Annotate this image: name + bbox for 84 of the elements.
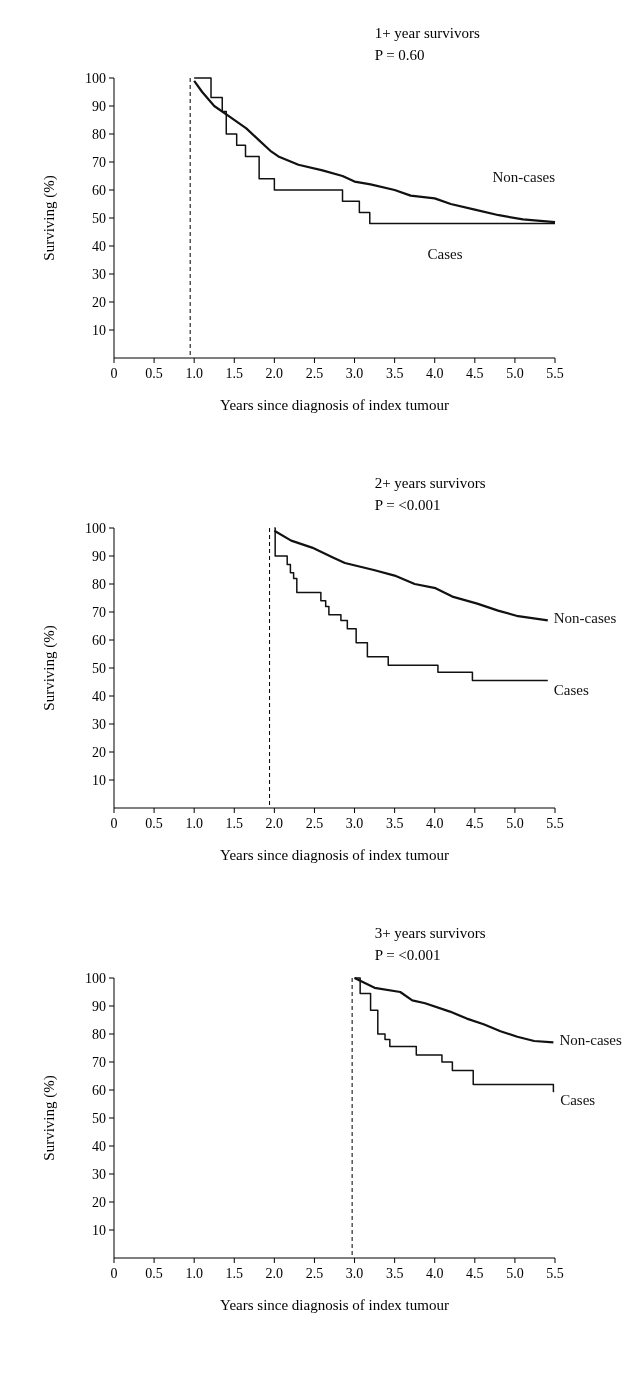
y-tick-label: 50	[92, 660, 106, 676]
y-tick-label: 100	[85, 70, 106, 86]
x-tick-label: 5.0	[506, 366, 524, 381]
y-tick-label: 100	[85, 970, 106, 986]
series-label: Non-cases	[559, 1032, 623, 1049]
y-tick-label: 10	[92, 772, 106, 788]
x-tick-label: 4.5	[466, 1266, 484, 1281]
x-axis-title: Years since diagnosis of index tumour	[220, 1297, 449, 1313]
x-tick-label: 3.0	[345, 816, 364, 831]
x-tick-label: 4.0	[425, 1266, 444, 1281]
y-axis-title: Surviving (%)	[41, 1075, 58, 1161]
y-tick-label: 60	[92, 182, 106, 198]
x-tick-label: 3.0	[345, 366, 364, 381]
y-tick-label: 20	[92, 294, 106, 310]
x-tick-label: 1.5	[225, 816, 244, 831]
x-tick-label: 4.5	[466, 366, 484, 381]
y-tick-label: 20	[92, 1194, 106, 1210]
series-label: Non-cases	[492, 169, 556, 186]
x-tick-label: 5.5	[546, 366, 564, 381]
x-tick-label: 1.5	[225, 1266, 244, 1281]
x-tick-label: 3.5	[385, 366, 404, 381]
y-tick-label: 50	[92, 210, 106, 226]
y-tick-label: 40	[92, 688, 106, 704]
y-tick-label: 100	[85, 520, 106, 536]
chart-title: 1+ year survivors	[374, 25, 480, 41]
x-axis-title: Years since diagnosis of index tumour	[220, 847, 449, 863]
chart-title: 2+ years survivors	[374, 475, 486, 491]
y-tick-label: 80	[92, 576, 106, 592]
x-tick-label: 0	[110, 816, 118, 831]
x-tick-label: 0	[110, 366, 118, 381]
y-tick-label: 50	[92, 1110, 106, 1126]
x-tick-label: 2.5	[305, 1266, 324, 1281]
x-tick-label: 3.5	[385, 1266, 404, 1281]
y-tick-label: 80	[92, 1026, 106, 1042]
y-tick-label: 10	[92, 1222, 106, 1238]
x-tick-label: 4.0	[425, 366, 444, 381]
chart-title: 3+ years survivors	[374, 925, 486, 941]
x-tick-label: 2.0	[265, 1266, 284, 1281]
y-axis-title: Surviving (%)	[41, 175, 58, 261]
x-tick-label: 0.5	[145, 366, 163, 381]
x-tick-label: 2.0	[265, 366, 284, 381]
x-tick-label: 3.5	[385, 816, 404, 831]
x-tick-label: 5.0	[506, 816, 524, 831]
series-label: Non-cases	[553, 610, 617, 627]
x-tick-label: 1.5	[225, 366, 244, 381]
x-tick-label: 2.5	[305, 366, 324, 381]
y-tick-label: 60	[92, 1082, 106, 1098]
y-tick-label: 40	[92, 1138, 106, 1154]
chart-subtitle: P = <0.001	[374, 497, 441, 513]
y-tick-label: 30	[92, 1166, 106, 1182]
x-tick-label: 5.5	[546, 816, 564, 831]
x-axis-title: Years since diagnosis of index tumour	[220, 397, 449, 413]
x-tick-label: 5.5	[546, 1266, 564, 1281]
y-tick-label: 70	[92, 154, 106, 170]
y-tick-label: 70	[92, 604, 106, 620]
chart-subtitle: P = <0.001	[374, 947, 441, 963]
series-label: Cases	[427, 245, 463, 262]
x-tick-label: 0.5	[145, 1266, 163, 1281]
x-tick-label: 4.0	[425, 816, 444, 831]
x-tick-label: 0	[110, 1266, 118, 1281]
y-tick-label: 60	[92, 632, 106, 648]
x-tick-label: 0.5	[145, 816, 163, 831]
y-tick-label: 90	[92, 548, 106, 564]
x-tick-label: 4.5	[466, 816, 484, 831]
x-tick-label: 2.5	[305, 816, 324, 831]
x-tick-label: 2.0	[265, 816, 284, 831]
y-tick-label: 90	[92, 998, 106, 1014]
x-tick-label: 3.0	[345, 1266, 364, 1281]
y-axis-title: Surviving (%)	[41, 625, 58, 711]
series-label: Cases	[553, 681, 589, 698]
y-tick-label: 90	[92, 98, 106, 114]
series-label: Cases	[560, 1092, 596, 1109]
y-tick-label: 20	[92, 744, 106, 760]
y-tick-label: 30	[92, 266, 106, 282]
x-tick-label: 1.0	[185, 1266, 203, 1281]
y-tick-label: 80	[92, 126, 106, 142]
x-tick-label: 5.0	[506, 1266, 524, 1281]
y-tick-label: 70	[92, 1054, 106, 1070]
chart-subtitle: P = 0.60	[374, 47, 425, 63]
x-tick-label: 1.0	[185, 816, 203, 831]
x-tick-label: 1.0	[185, 366, 203, 381]
y-tick-label: 30	[92, 716, 106, 732]
y-tick-label: 40	[92, 238, 106, 254]
y-tick-label: 10	[92, 322, 106, 338]
